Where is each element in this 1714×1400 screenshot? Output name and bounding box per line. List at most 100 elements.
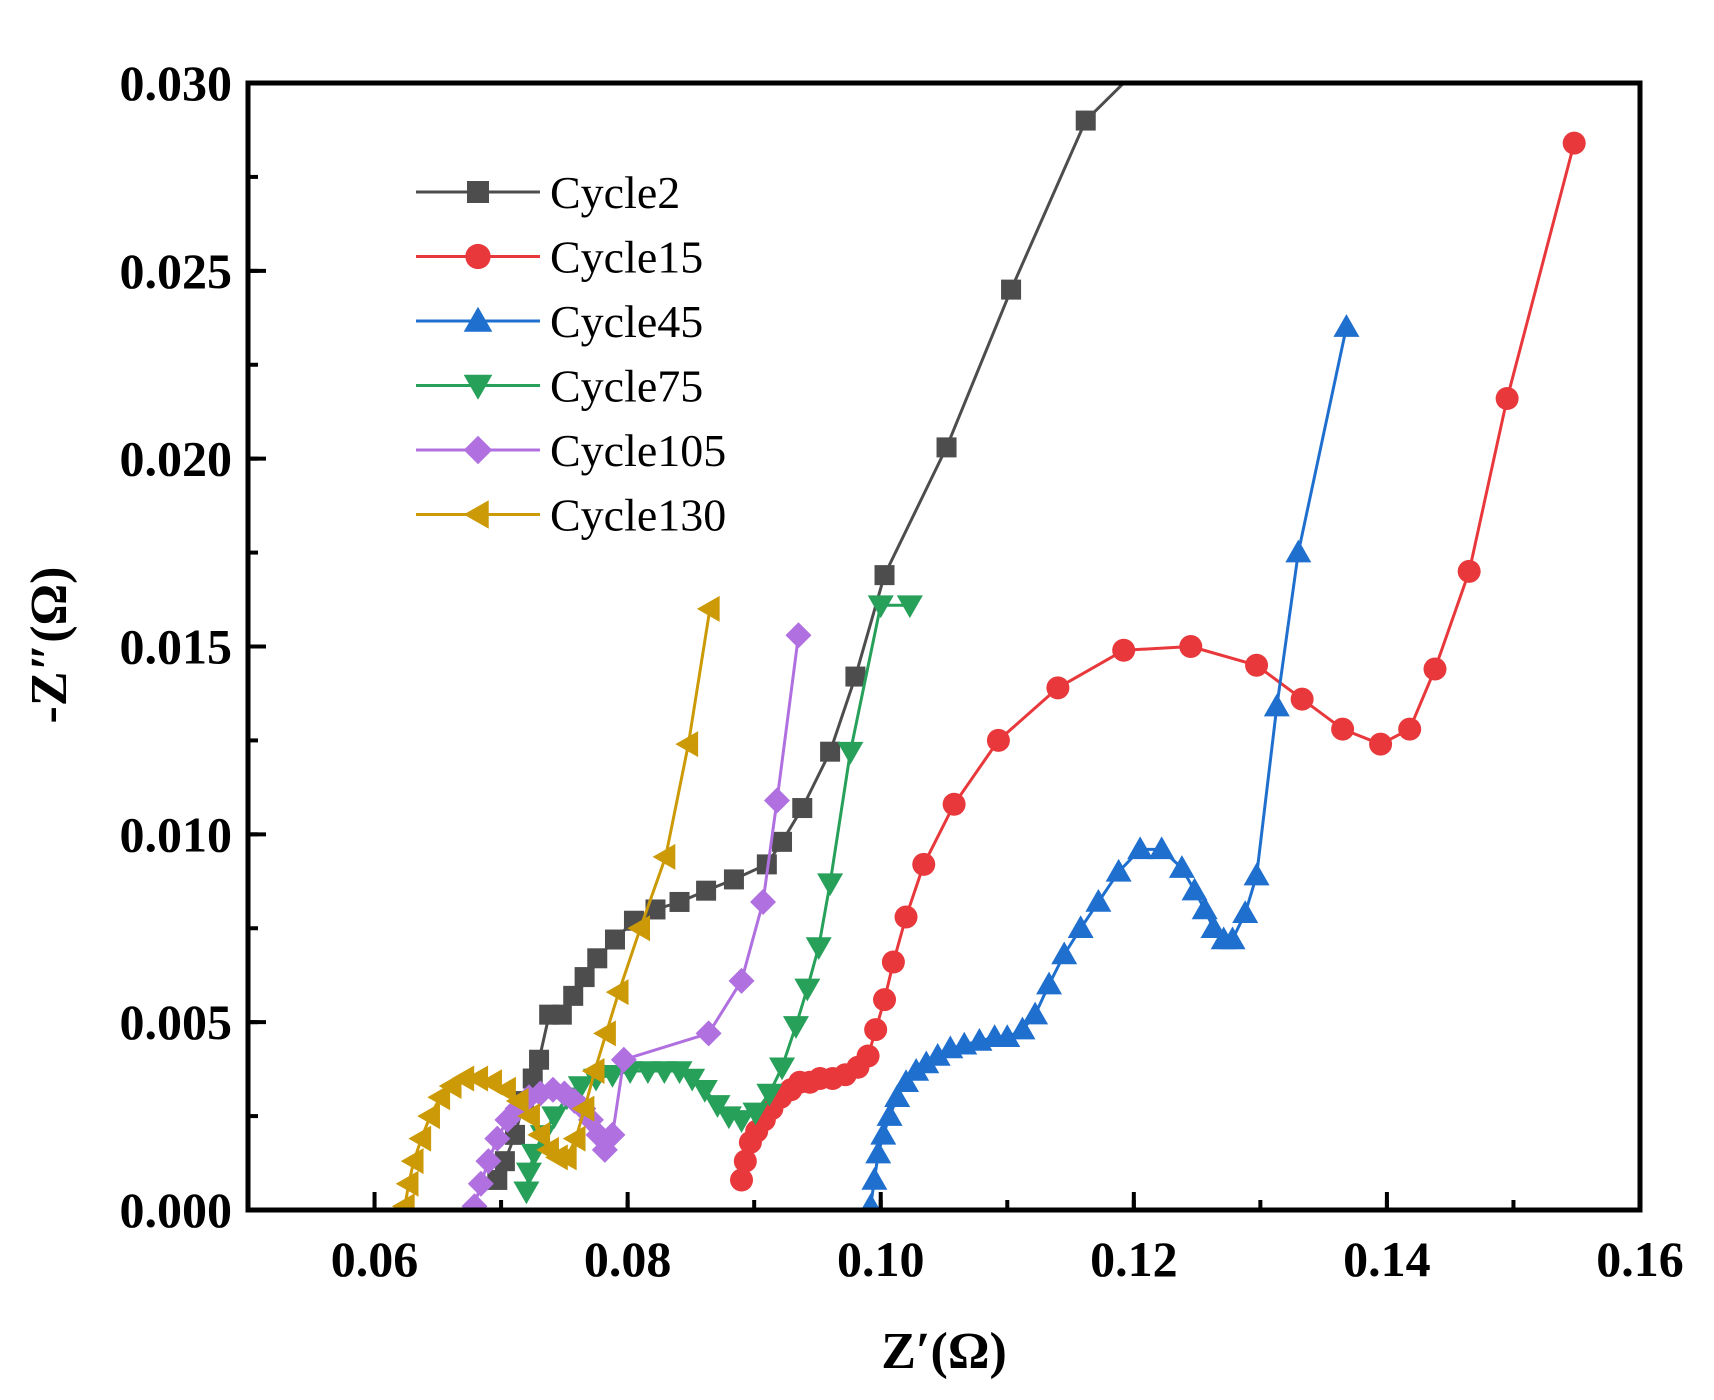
cycle105-point [461,1193,488,1210]
cycle130-point [451,1065,475,1092]
cycle2-point [936,437,957,458]
cycle105-point [467,1170,494,1197]
cycle2-point [529,1049,550,1070]
cycle2-point [494,1151,515,1172]
cycle105-point [785,622,812,649]
cycle2-point [723,869,744,890]
cycle45-point [1333,314,1360,337]
cycle75-point [691,1080,718,1103]
cycle15-point [864,1018,888,1042]
cycle75-point [728,1110,755,1133]
cycle45-point [1219,926,1246,950]
cycle15-point [894,905,918,929]
cycle105-point [484,1125,511,1152]
plot-frame [245,80,1643,1213]
cycle75-point [567,1076,594,1100]
cycle130-point [627,915,651,942]
cycle75-point [634,1061,661,1085]
series-cycle2 [487,83,1142,1190]
cycle2-point [574,967,595,988]
cycle45-point [1067,915,1094,938]
cycle2-point [820,741,841,762]
cycle15-point [1495,387,1519,411]
cycle130-point [605,979,629,1006]
x-tick-label: 0.12 [1090,1231,1178,1287]
cycle2-point [587,948,608,969]
cycle45-point [994,1024,1021,1047]
cycle45-point [1148,836,1175,860]
cycle45-point [913,1050,940,1074]
cycle15-point [1290,687,1314,711]
cycle130-point [465,1065,489,1092]
cycle2-point [696,880,717,901]
series-cycle45 [861,314,1360,1210]
cycle75-point [896,595,923,619]
cycle45-point [1232,900,1259,923]
cycle2-point [563,985,584,1006]
cycle105-point [750,888,777,915]
cycle15-point [873,988,897,1012]
cycle75-point [805,937,832,961]
cycle45-point [1105,858,1132,882]
cycle130-point [517,1103,540,1130]
x-axis-title: Z′(Ω) [881,1323,1007,1380]
legend-marker [463,500,489,529]
x-tick-label: 0.14 [1343,1231,1431,1287]
cycle75-point [541,1106,568,1130]
cycle45-point [865,1140,892,1164]
legend-item-cycle15: Cycle15 [416,232,703,283]
legend: Cycle2 Cycle15 Cycle45 Cycle75 Cycle105 Cycle… [416,167,726,541]
legend-label: Cycle45 [550,296,703,347]
cycle75-point [794,978,821,1002]
legend-item-cycle45: Cycle45 [416,296,703,347]
cycle45-point [870,1121,897,1145]
cycle45-point [1243,862,1270,886]
cycle105-point [763,787,790,814]
cycle130-point [562,1125,586,1152]
cycle15-point [1179,635,1203,658]
cycle2-point [792,798,813,819]
cycle15-point [1398,717,1422,741]
cycle130-point [652,843,676,870]
cycle130-point [553,1144,577,1171]
cycle15-point [942,792,966,816]
cycle2-point [772,831,793,852]
x-tick-label: 0.10 [837,1231,925,1287]
cycle130-point [527,1121,551,1148]
cycle45-point [1181,877,1208,901]
legend-item-cycle105: Cycle105 [416,425,726,476]
cycle105-point [695,1020,722,1047]
cycle2-point [645,899,666,920]
cycle130-point [400,1148,424,1175]
legend-marker [463,374,493,400]
cycle2-point [874,565,895,586]
cycle2-point [845,666,866,687]
cycle75-point [769,1057,796,1081]
cycle45-point [1127,836,1154,860]
cycle45-point [924,1042,951,1066]
series-cycle15 [730,131,1586,1192]
cycle15-point [912,852,936,876]
cycle45-point [1036,971,1063,995]
cycle130-point [493,1076,516,1103]
cycle15-point [730,1168,754,1192]
legend-item-cycle75: Cycle75 [416,361,703,412]
cycle105-point [599,1121,626,1148]
cycle15-point [1046,676,1070,700]
cycle75-point [817,873,844,897]
y-tick-label: 0.000 [120,1182,233,1238]
x-tick-label: 0.08 [584,1231,672,1287]
cycle45-point [1168,855,1195,878]
cycle2-point [1001,279,1022,300]
cycle75-point [782,1016,809,1039]
cycle75-point [867,595,894,619]
cycle2-point [551,1004,572,1025]
cycle75-point [515,1162,542,1186]
cycle75-point [599,1065,626,1088]
series-layer [391,83,1586,1210]
cycle75-point [756,1083,783,1107]
y-tick-label: 0.005 [120,994,233,1050]
cycle130-point [417,1103,440,1130]
